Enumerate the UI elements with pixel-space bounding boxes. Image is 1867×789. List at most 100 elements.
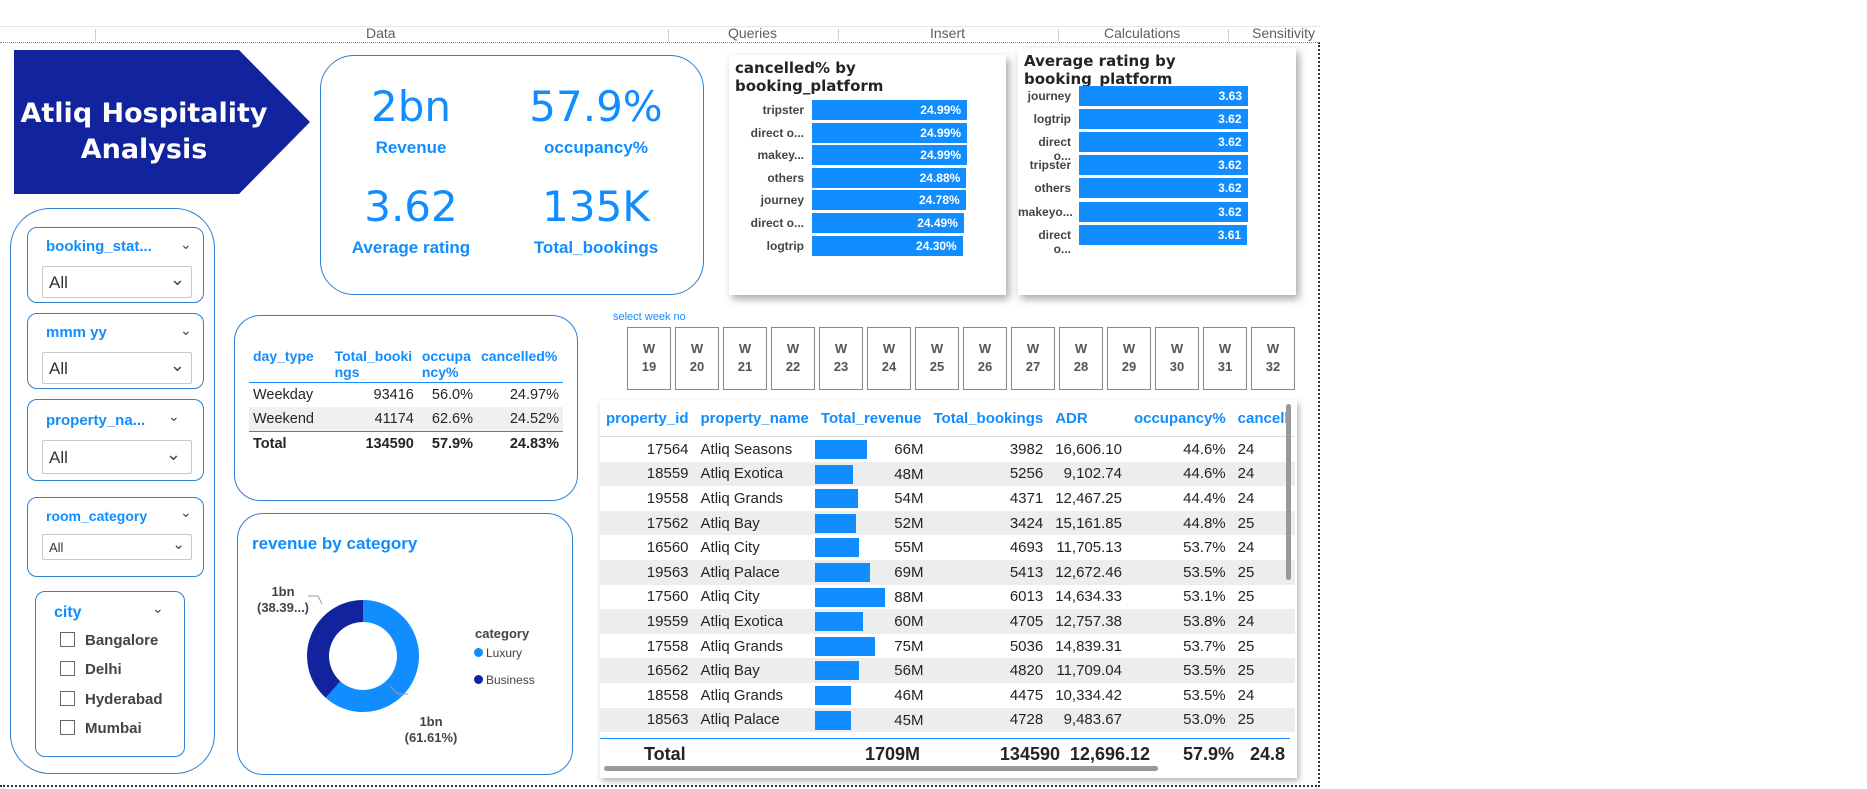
- vertical-scrollbar[interactable]: [1286, 404, 1291, 580]
- city-option[interactable]: Hyderabad: [60, 691, 163, 708]
- column-header[interactable]: Total_bookings: [927, 400, 1050, 437]
- bar-row[interactable]: logtrip 24.30%: [729, 235, 1006, 258]
- column-header[interactable]: occupancy%: [1127, 400, 1232, 437]
- bar[interactable]: 24.78%: [812, 190, 966, 211]
- room-category-dropdown[interactable]: All ⌄: [42, 534, 192, 560]
- slicer-city[interactable]: city ⌄ Bangalore Delhi Hyderabad Mumbai: [35, 591, 185, 757]
- column-header[interactable]: cancell: [1231, 400, 1295, 437]
- bar-row[interactable]: others 3.62: [1018, 178, 1296, 200]
- bar[interactable]: 24.99%: [812, 145, 967, 166]
- column-header[interactable]: Total_booki ngs: [330, 346, 418, 383]
- week-button-30[interactable]: W 30: [1155, 327, 1199, 390]
- slicer-booking-status[interactable]: booking_stat... ⌄ All ⌄: [27, 227, 204, 303]
- table-row[interactable]: 17564 Atliq Seasons 66M 3982 16,606.10 44.6% 2…: [646, 440, 1255, 459]
- bar-row[interactable]: journey 24.78%: [729, 190, 1006, 212]
- city-option[interactable]: Mumbai: [60, 720, 142, 737]
- slicer-mmm-yy[interactable]: mmm yy ⌄ All ⌄: [27, 313, 204, 389]
- bar-row[interactable]: journey 3.63: [1018, 86, 1296, 108]
- ribbon-tab-calculations[interactable]: Calculations: [1104, 25, 1181, 41]
- bar[interactable]: 3.61: [1079, 224, 1248, 245]
- checkbox[interactable]: [60, 632, 75, 647]
- chevron-down-icon[interactable]: ⌄: [180, 322, 192, 338]
- week-button-19[interactable]: W 19: [627, 327, 671, 390]
- bar-row[interactable]: makey... 24.99%: [729, 145, 1006, 167]
- table-row[interactable]: 17558 Atliq Grands 75M 5036 14,839.31 53.7% 25: [646, 636, 1255, 656]
- bar[interactable]: 3.62: [1079, 109, 1248, 130]
- property-name-dropdown[interactable]: All ⌄: [42, 440, 192, 474]
- checkbox[interactable]: [60, 720, 75, 735]
- column-header[interactable]: day_type: [249, 346, 331, 383]
- table-row[interactable]: 16560 Atliq City 55M 4693 11,705.13 53.7% 24: [646, 538, 1255, 558]
- bar[interactable]: 3.63: [1079, 86, 1248, 106]
- bar-row[interactable]: direct o... 3.62: [1018, 132, 1296, 163]
- checkbox[interactable]: [60, 661, 75, 676]
- table-row[interactable]: 18563 Atliq Palace 45M 4728 9,483.67 53.0% 25: [600, 707, 1295, 733]
- legend-item-business[interactable]: Business: [474, 673, 535, 687]
- bar[interactable]: 24.30%: [812, 235, 963, 256]
- bar-row[interactable]: makeyo... 3.62: [1018, 201, 1296, 224]
- bar-row[interactable]: direct o... 24.99%: [729, 122, 1006, 145]
- column-header[interactable]: occupa ncy%: [417, 346, 478, 383]
- horizontal-scrollbar[interactable]: [604, 766, 1158, 771]
- chevron-down-icon[interactable]: ⌄: [180, 504, 192, 520]
- bar[interactable]: 24.99%: [812, 100, 967, 120]
- ribbon-tab-data[interactable]: Data: [366, 25, 396, 41]
- table-row[interactable]: 16562 Atliq Bay 56M 4820 11,709.04 53.5% 25: [600, 658, 1295, 683]
- week-button-27[interactable]: W 27: [1011, 327, 1055, 390]
- booking-status-dropdown[interactable]: All ⌄: [42, 266, 192, 298]
- week-button-25[interactable]: W 25: [915, 327, 959, 390]
- bar-row[interactable]: others 24.88%: [729, 167, 1006, 190]
- table-row[interactable]: 19558 Atliq Grands 54M 4371 12,467.25 44.4% 24: [646, 489, 1255, 509]
- column-header[interactable]: property_name: [694, 400, 815, 437]
- week-button-21[interactable]: W 21: [723, 327, 767, 390]
- column-header[interactable]: property_id: [600, 400, 695, 437]
- table-row[interactable]: Weekend 41174 62.6% 24.52%: [249, 407, 563, 432]
- ribbon-tab-sensitivity[interactable]: Sensitivity: [1252, 25, 1316, 41]
- table-row[interactable]: 18559 Atliq Exotica 48M 5256 9,102.74 44.6% 24: [600, 461, 1295, 487]
- donut-slice-business[interactable]: [307, 600, 363, 698]
- bar[interactable]: 3.62: [1079, 201, 1248, 222]
- table-row[interactable]: 17560 Atliq City 88M 6013 14,634.33 53.1% 25: [646, 587, 1255, 607]
- week-button-24[interactable]: W 24: [867, 327, 911, 390]
- bar-row[interactable]: tripster 24.99%: [729, 100, 1006, 122]
- donut-chart[interactable]: [238, 514, 574, 776]
- week-button-26[interactable]: W 26: [963, 327, 1007, 390]
- table-row[interactable]: 18558 Atliq Grands 46M 4475 10,334.42 53.5% 24: [646, 685, 1255, 705]
- bar[interactable]: 24.99%: [812, 122, 967, 143]
- slicer-room-category[interactable]: room_category ⌄ All ⌄: [27, 497, 204, 577]
- column-header[interactable]: Total_revenue: [814, 400, 928, 437]
- bar[interactable]: 3.62: [1079, 178, 1248, 199]
- week-button-20[interactable]: W 20: [675, 327, 719, 390]
- bar[interactable]: 3.62: [1079, 155, 1248, 176]
- week-button-32[interactable]: W 32: [1251, 327, 1295, 390]
- mmm-yy-dropdown[interactable]: All ⌄: [42, 352, 192, 384]
- city-option[interactable]: Bangalore: [60, 632, 158, 649]
- chevron-down-icon[interactable]: ⌄: [152, 600, 164, 616]
- city-option[interactable]: Delhi: [60, 661, 122, 678]
- legend-item-luxury[interactable]: Luxury: [474, 646, 522, 660]
- week-button-22[interactable]: W 22: [771, 327, 815, 390]
- slicer-property-name[interactable]: property_na... ⌄ All ⌄: [27, 399, 204, 481]
- week-button-28[interactable]: W 28: [1059, 327, 1103, 390]
- chevron-down-icon[interactable]: ⌄: [168, 408, 180, 424]
- column-header[interactable]: ADR: [1049, 400, 1128, 437]
- week-button-23[interactable]: W 23: [819, 327, 863, 390]
- bar-row[interactable]: direct o... 3.61: [1018, 224, 1296, 256]
- ribbon-tab-insert[interactable]: Insert: [930, 25, 966, 41]
- bar-row[interactable]: tripster 3.62: [1018, 155, 1296, 177]
- bar[interactable]: 24.49%: [812, 213, 964, 233]
- bar-row[interactable]: direct o... 24.49%: [729, 213, 1006, 235]
- chevron-down-icon[interactable]: ⌄: [180, 236, 192, 252]
- table-row[interactable]: 19563 Atliq Palace 69M 5413 12,672.46 53.5% 25: [600, 559, 1295, 585]
- donut-slice-luxury[interactable]: [325, 600, 419, 712]
- bar[interactable]: 3.62: [1079, 132, 1248, 153]
- week-button-29[interactable]: W 29: [1107, 327, 1151, 390]
- column-header[interactable]: cancelled%: [477, 346, 563, 383]
- bar-row[interactable]: logtrip 3.62: [1018, 109, 1296, 131]
- table-row[interactable]: 19559 Atliq Exotica 60M 4705 12,757.38 53.8% 2…: [600, 609, 1295, 634]
- week-button-31[interactable]: W 31: [1203, 327, 1247, 390]
- checkbox[interactable]: [60, 691, 75, 706]
- table-row[interactable]: Weekday 93416 56.0% 24.97%: [253, 387, 559, 403]
- bar[interactable]: 24.88%: [812, 167, 967, 188]
- ribbon-tab-queries[interactable]: Queries: [728, 25, 778, 41]
